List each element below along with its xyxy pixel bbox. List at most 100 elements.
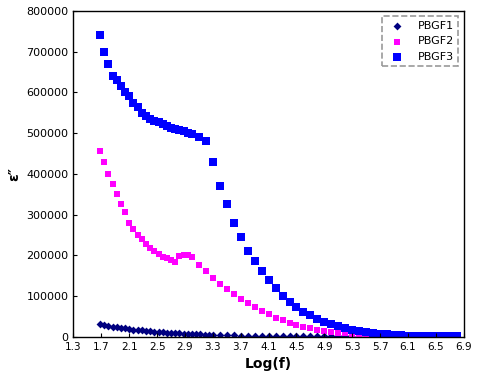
PBGF3 (125, 93, 133, 99)
PBGF3 (307, 313, 314, 319)
PBGF1 (425, 333, 433, 339)
PBGF1 (265, 333, 273, 339)
PBGF3 (362, 329, 370, 335)
PBGF2 (130, 226, 137, 232)
PBGF3 (397, 332, 405, 338)
PBGF2 (121, 209, 129, 215)
PBGF3 (117, 83, 125, 89)
PBGF1 (376, 333, 384, 339)
PBGF1 (453, 334, 461, 340)
PBGF3 (453, 333, 461, 339)
PBGF3 (163, 123, 171, 129)
PBGF1 (130, 327, 137, 333)
PBGF2 (159, 254, 167, 260)
PBGF1 (188, 331, 196, 337)
PBGF2 (314, 327, 321, 333)
PBGF2 (230, 291, 238, 297)
PBGF3 (279, 293, 286, 299)
PBGF3 (146, 116, 154, 122)
PBGF3 (314, 316, 321, 322)
PBGF1 (418, 333, 426, 339)
PBGF1 (314, 333, 321, 339)
PBGF3 (167, 125, 175, 131)
PBGF2 (134, 232, 141, 238)
PBGF1 (251, 333, 259, 339)
PBGF3 (138, 110, 146, 116)
PBGF2 (376, 333, 384, 339)
PBGF1 (121, 325, 129, 332)
PBGF2 (369, 332, 377, 338)
PBGF2 (397, 333, 405, 339)
PBGF1 (258, 333, 265, 339)
PBGF1 (159, 329, 167, 335)
PBGF1 (285, 333, 293, 339)
PBGF1 (184, 331, 192, 337)
PBGF2 (258, 308, 265, 314)
PBGF1 (369, 333, 377, 339)
PBGF2 (383, 333, 391, 339)
PBGF3 (202, 138, 210, 144)
PBGF3 (258, 268, 265, 274)
PBGF1 (439, 334, 447, 340)
PBGF2 (334, 330, 342, 336)
PBGF3 (432, 333, 440, 339)
PBGF2 (300, 324, 308, 330)
PBGF1 (155, 329, 162, 335)
PBGF2 (293, 322, 300, 328)
PBGF3 (251, 258, 259, 264)
PBGF2 (109, 181, 116, 187)
PBGF1 (163, 330, 171, 336)
PBGF3 (334, 323, 342, 329)
PBGF2 (125, 220, 133, 226)
PBGF3 (425, 333, 433, 339)
PBGF2 (202, 268, 210, 274)
PBGF2 (155, 251, 162, 257)
PBGF1 (125, 326, 133, 332)
PBGF1 (300, 333, 308, 339)
PBGF3 (446, 333, 454, 339)
PBGF2 (446, 333, 454, 339)
PBGF2 (411, 333, 419, 339)
PBGF1 (180, 331, 187, 337)
PBGF2 (328, 329, 335, 335)
PBGF3 (411, 333, 419, 339)
PBGF1 (342, 333, 349, 339)
PBGF2 (167, 257, 175, 263)
PBGF1 (134, 327, 141, 333)
PBGF2 (163, 256, 171, 262)
PBGF1 (117, 325, 125, 331)
PBGF1 (293, 333, 300, 339)
PBGF2 (171, 259, 179, 265)
PBGF2 (180, 252, 187, 258)
PBGF1 (230, 332, 238, 338)
PBGF1 (307, 333, 314, 339)
PBGF3 (113, 77, 121, 83)
PBGF3 (121, 89, 129, 95)
PBGF1 (104, 323, 112, 329)
PBGF1 (348, 333, 356, 339)
PBGF1 (328, 333, 335, 339)
PBGF1 (432, 334, 440, 340)
PBGF2 (404, 333, 412, 339)
PBGF2 (320, 328, 328, 334)
Y-axis label: ε″: ε″ (7, 167, 21, 181)
PBGF1 (96, 321, 104, 327)
PBGF2 (439, 333, 447, 339)
PBGF2 (117, 201, 125, 208)
PBGF3 (159, 121, 167, 127)
PBGF3 (195, 134, 203, 140)
PBGF3 (320, 319, 328, 325)
PBGF1 (150, 328, 158, 335)
PBGF2 (195, 262, 203, 268)
PBGF1 (446, 334, 454, 340)
PBGF2 (285, 320, 293, 326)
PBGF3 (171, 126, 179, 132)
PBGF1 (390, 333, 398, 339)
PBGF3 (300, 309, 308, 315)
PBGF3 (293, 304, 300, 310)
PBGF1 (109, 324, 116, 330)
PBGF3 (223, 201, 230, 208)
PBGF3 (439, 333, 447, 339)
PBGF2 (216, 281, 224, 287)
PBGF2 (348, 331, 356, 337)
